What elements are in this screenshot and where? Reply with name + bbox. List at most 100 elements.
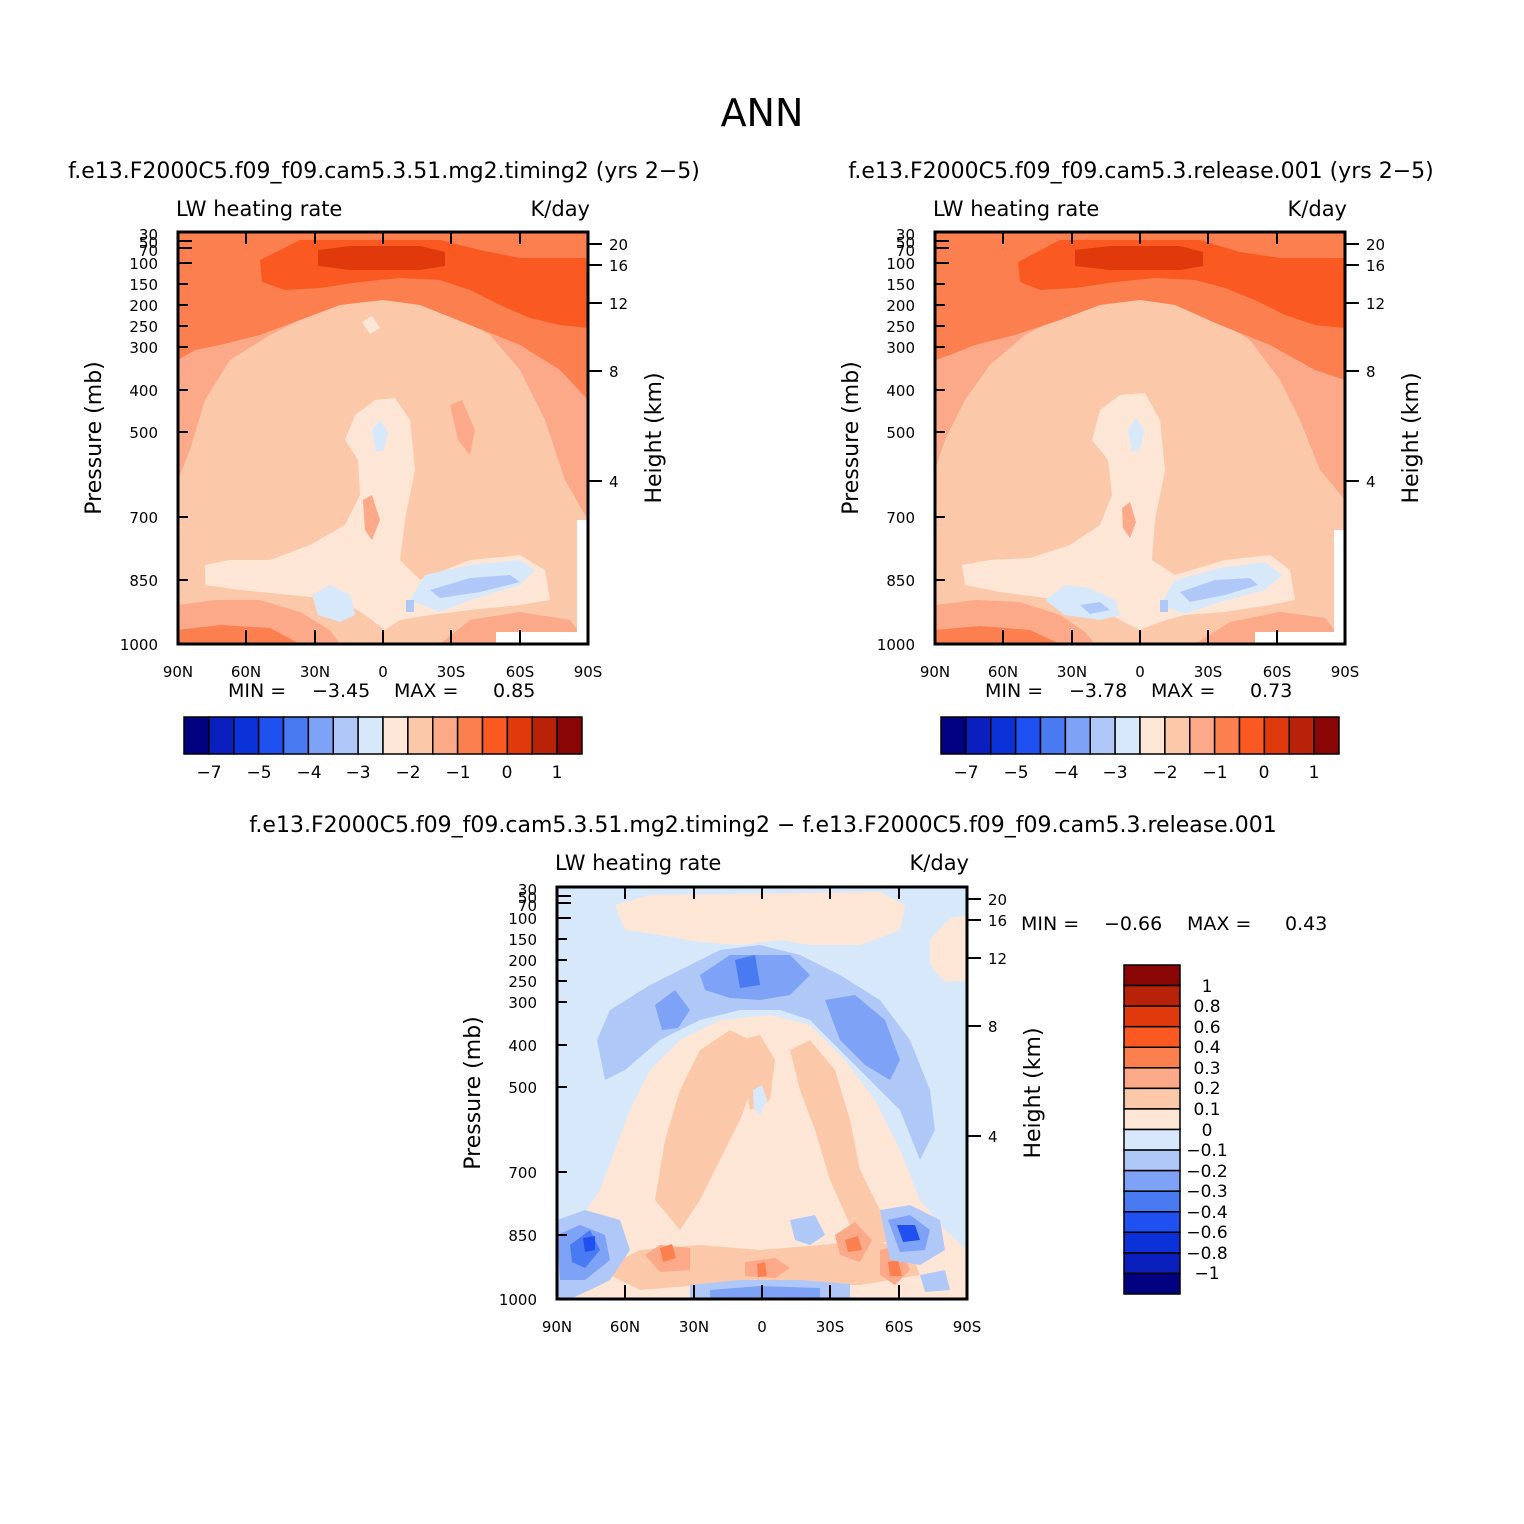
- colorbar-swatch: [531, 716, 558, 755]
- x-tick-label: 90N: [920, 663, 950, 681]
- colorbar-swatches: [940, 716, 1340, 755]
- y-right-tick-label: 12: [609, 295, 628, 313]
- colorbar-label: −1: [1202, 763, 1227, 783]
- contour-field: [178, 232, 588, 644]
- x-tick-label: 90N: [542, 1318, 572, 1336]
- contour-band: [655, 1030, 755, 1230]
- colorbar-label: −4: [296, 763, 321, 783]
- colorbar-label: −2: [395, 763, 420, 783]
- colorbar-swatch: [1123, 1231, 1181, 1254]
- colorbar-swatch: [1123, 1272, 1181, 1295]
- min-label: MIN =: [1021, 913, 1079, 935]
- x-tick-label: 60N: [610, 1318, 640, 1336]
- contour-band: [615, 892, 905, 945]
- y-axis-title: Pressure (mb): [82, 361, 107, 515]
- x-tick-label: 60N: [231, 663, 261, 681]
- y-tick-label: 50: [896, 234, 915, 252]
- y-tick-label: 400: [886, 382, 915, 400]
- colorbar-label: 0: [1202, 1121, 1213, 1141]
- y-tick-label: 150: [508, 931, 537, 949]
- y-right-tick-label: 12: [988, 950, 1007, 968]
- colorbar-swatch: [1123, 1211, 1181, 1234]
- colorbar-swatch: [1123, 1149, 1181, 1172]
- y-tick-label: 50: [139, 234, 158, 252]
- contour-band: [790, 1215, 825, 1245]
- contour-band: [935, 626, 1060, 644]
- y-tick-label: 500: [508, 1079, 537, 1097]
- y-tick-label: 250: [886, 318, 915, 336]
- y-tick-label: 150: [129, 276, 158, 294]
- colorbar: −7 −5 −4 −3 −2 −1 0 1: [183, 716, 583, 783]
- y-tick-label: 1000: [120, 636, 158, 654]
- y-tick-label: 100: [508, 910, 537, 928]
- colorbar-swatch: [1114, 716, 1141, 755]
- colorbar-swatch: [432, 716, 459, 755]
- colorbar-swatches: [1123, 964, 1181, 1295]
- x-tick-label: 60N: [988, 663, 1018, 681]
- y-axis-title: Pressure (mb): [839, 361, 864, 515]
- y-tick-label: 200: [886, 297, 915, 315]
- colorbar-swatch: [1263, 716, 1290, 755]
- y-axis-title: Pressure (mb): [461, 1016, 486, 1170]
- panel-2: f.e13.F2000C5.f09_f09.cam5.3.release.001…: [839, 159, 1434, 783]
- colorbar-label: −0.1: [1186, 1141, 1227, 1161]
- colorbar-label: 0.4: [1193, 1038, 1220, 1058]
- colorbar-label: 0.8: [1193, 997, 1220, 1017]
- colorbar-swatch: [1123, 1190, 1181, 1213]
- y-right-tick-label: 8: [988, 1018, 998, 1036]
- colorbar-swatch: [940, 716, 967, 755]
- y-tick-label: 100: [129, 255, 158, 273]
- colorbar-label: 1: [1202, 977, 1213, 997]
- y-tick-label: 300: [508, 994, 537, 1012]
- x-axis: 90N 60N 30N 0 30S 60S 90S: [163, 232, 602, 681]
- min-value: −0.66: [1104, 913, 1162, 935]
- colorbar-swatch: [1123, 964, 1181, 987]
- colorbar-label: 0: [502, 763, 513, 783]
- contour-band: [757, 1262, 767, 1277]
- contour-band: [362, 316, 380, 334]
- colorbar-swatch: [1123, 1252, 1181, 1275]
- colorbar: 1 0.8 0.6 0.4 0.3 0.2 0.1 0 −0.1 −0.2 −0…: [1123, 964, 1228, 1295]
- colorbar-swatch: [1123, 1025, 1181, 1048]
- colorbar-label: 1: [1309, 763, 1320, 783]
- colorbar-label: 0.1: [1193, 1100, 1220, 1120]
- colorbar-swatch: [1313, 716, 1340, 755]
- y-right-axis-title: Height (km): [1399, 372, 1424, 503]
- panel-title: f.e13.F2000C5.f09_f09.cam5.3.release.001…: [848, 159, 1433, 184]
- colorbar-label: −3: [345, 763, 370, 783]
- y-tick-label: 30: [518, 881, 537, 899]
- colorbar-swatches: [183, 716, 583, 755]
- variable-label: LW heating rate: [555, 851, 721, 875]
- y-axis-left: 30 50 70 100 150 200 250 300 400 500 700…: [120, 226, 192, 654]
- contour-band: [825, 995, 900, 1080]
- y-tick-label: 70: [896, 242, 915, 260]
- colorbar-swatch: [1123, 984, 1181, 1007]
- colorbar-label: −5: [246, 763, 271, 783]
- x-tick-label: 30N: [1057, 663, 1087, 681]
- y-tick-label: 30: [896, 226, 915, 244]
- y-tick-label: 1000: [499, 1291, 537, 1309]
- missing-data: [1255, 632, 1345, 644]
- colorbar-swatch: [1189, 716, 1216, 755]
- y-tick-label: 500: [129, 424, 158, 442]
- x-tick-label: 30N: [300, 663, 330, 681]
- y-right-tick-label: 20: [609, 236, 628, 254]
- y-right-tick-label: 20: [1366, 236, 1385, 254]
- colorbar-label: 0.6: [1193, 1018, 1220, 1038]
- y-right-tick-label: 4: [1366, 473, 1376, 491]
- colorbar-swatch: [307, 716, 334, 755]
- y-tick-label: 250: [508, 973, 537, 991]
- colorbar-swatch: [1164, 716, 1191, 755]
- colorbar-swatch: [481, 716, 509, 755]
- y-tick-label: 30: [139, 226, 158, 244]
- y-right-tick-label: 8: [1366, 363, 1376, 381]
- contour-band: [753, 1085, 767, 1115]
- x-axis: 90N 60N 30N 0 30S 60S 90S: [920, 232, 1359, 681]
- y-tick-label: 700: [508, 1164, 537, 1182]
- colorbar-swatch: [1288, 716, 1315, 755]
- colorbar-swatch: [1014, 716, 1042, 755]
- colorbar-label: −1: [445, 763, 470, 783]
- colorbar-label: 0.2: [1193, 1079, 1220, 1099]
- panel-1: f.e13.F2000C5.f09_f09.cam5.3.51.mg2.timi…: [68, 159, 700, 783]
- y-tick-label: 1000: [877, 636, 915, 654]
